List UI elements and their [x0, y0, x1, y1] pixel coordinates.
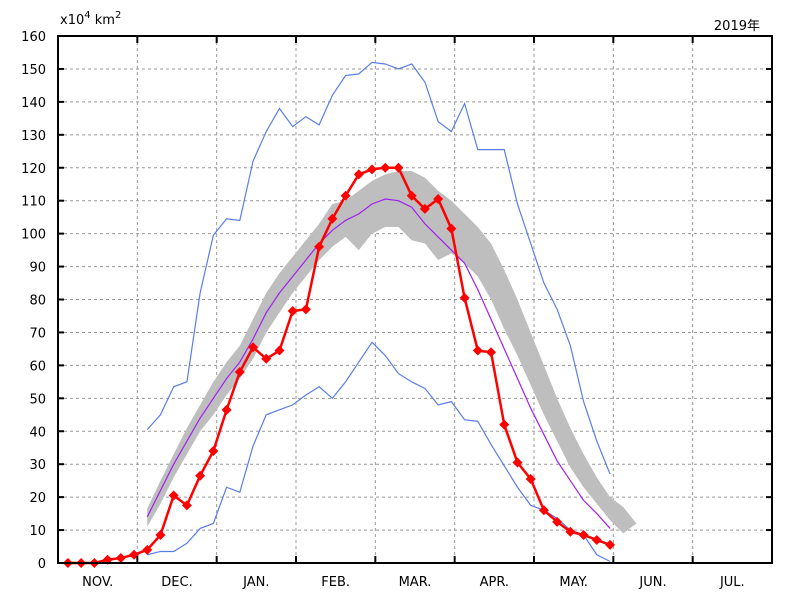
series-marks — [62, 61, 637, 568]
current-year-point — [499, 419, 510, 430]
current-year-point — [538, 505, 549, 516]
current-year-point — [234, 366, 245, 377]
y-tick-label: 20 — [29, 491, 46, 506]
current-year-point — [142, 544, 153, 555]
current-year-point — [472, 345, 483, 356]
y-tick-label: 40 — [29, 425, 46, 440]
month-label: JAN. — [242, 575, 269, 590]
current-year-point — [393, 162, 404, 173]
y-tick-label: 90 — [29, 261, 46, 276]
current-year-point — [406, 190, 417, 201]
y-tick-label: 130 — [21, 129, 46, 144]
y-tick-label: 60 — [29, 359, 46, 374]
current-year-point — [181, 500, 192, 511]
current-year-point — [208, 446, 219, 457]
y-tick-label: 0 — [38, 557, 46, 572]
current-year-point — [552, 516, 563, 527]
year-label: 2019年 — [714, 19, 760, 34]
current-year-point — [314, 241, 325, 252]
current-year-point — [525, 474, 536, 485]
current-year-point — [367, 164, 378, 175]
current-year-point — [155, 530, 166, 541]
current-year-point — [433, 194, 444, 205]
current-year-point — [459, 292, 470, 303]
current-year-point — [327, 213, 338, 224]
current-year-point — [300, 304, 311, 315]
month-label: JUN. — [638, 575, 666, 590]
y-tick-label: 50 — [29, 392, 46, 407]
current-year-point — [248, 342, 259, 353]
unit-label: x104 km2 — [60, 10, 121, 28]
current-year-point — [115, 553, 126, 564]
current-year-point — [274, 345, 285, 356]
current-year-point — [446, 223, 457, 234]
current-year-point — [605, 539, 616, 550]
month-label: NOV. — [82, 575, 113, 590]
month-label: APR. — [480, 575, 509, 590]
current-year-point — [340, 190, 351, 201]
current-year-point — [353, 169, 364, 180]
current-year-point — [380, 162, 391, 173]
current-year-point — [221, 404, 232, 415]
y-tick-label: 30 — [29, 458, 46, 473]
month-label: MAY. — [559, 575, 588, 590]
max-line — [146, 61, 611, 475]
month-label: FEB. — [321, 575, 350, 590]
current-year-point — [486, 347, 497, 358]
y-tick-label: 110 — [21, 195, 46, 210]
current-year-point — [565, 526, 576, 537]
y-tick-label: 80 — [29, 294, 46, 309]
current-year-point — [261, 353, 272, 364]
month-label: MAR. — [399, 575, 432, 590]
month-label: JUL. — [719, 575, 745, 590]
current-year-point — [578, 530, 589, 541]
y-tick-label: 120 — [21, 162, 46, 177]
y-tick-label: 160 — [21, 30, 46, 45]
y-tick-label: 70 — [29, 326, 46, 341]
axes: 0 10 20 30 40 50 60 70 80 90 100 110 120 130 140 150 160… — [21, 30, 772, 590]
current-year-point — [287, 306, 298, 317]
current-year-point — [195, 470, 206, 481]
min-line — [147, 341, 611, 562]
current-year-point — [168, 490, 179, 501]
y-tick-label: 10 — [29, 524, 46, 539]
mean-line — [146, 198, 611, 529]
current-year-point — [512, 457, 523, 468]
y-tick-label: 100 — [21, 228, 46, 243]
current-year-point — [591, 534, 602, 545]
y-tick-label: 140 — [21, 96, 46, 111]
y-tick-label: 150 — [21, 63, 46, 78]
current-year-point — [419, 203, 430, 214]
month-label: DEC. — [161, 575, 192, 590]
grid — [58, 36, 772, 563]
